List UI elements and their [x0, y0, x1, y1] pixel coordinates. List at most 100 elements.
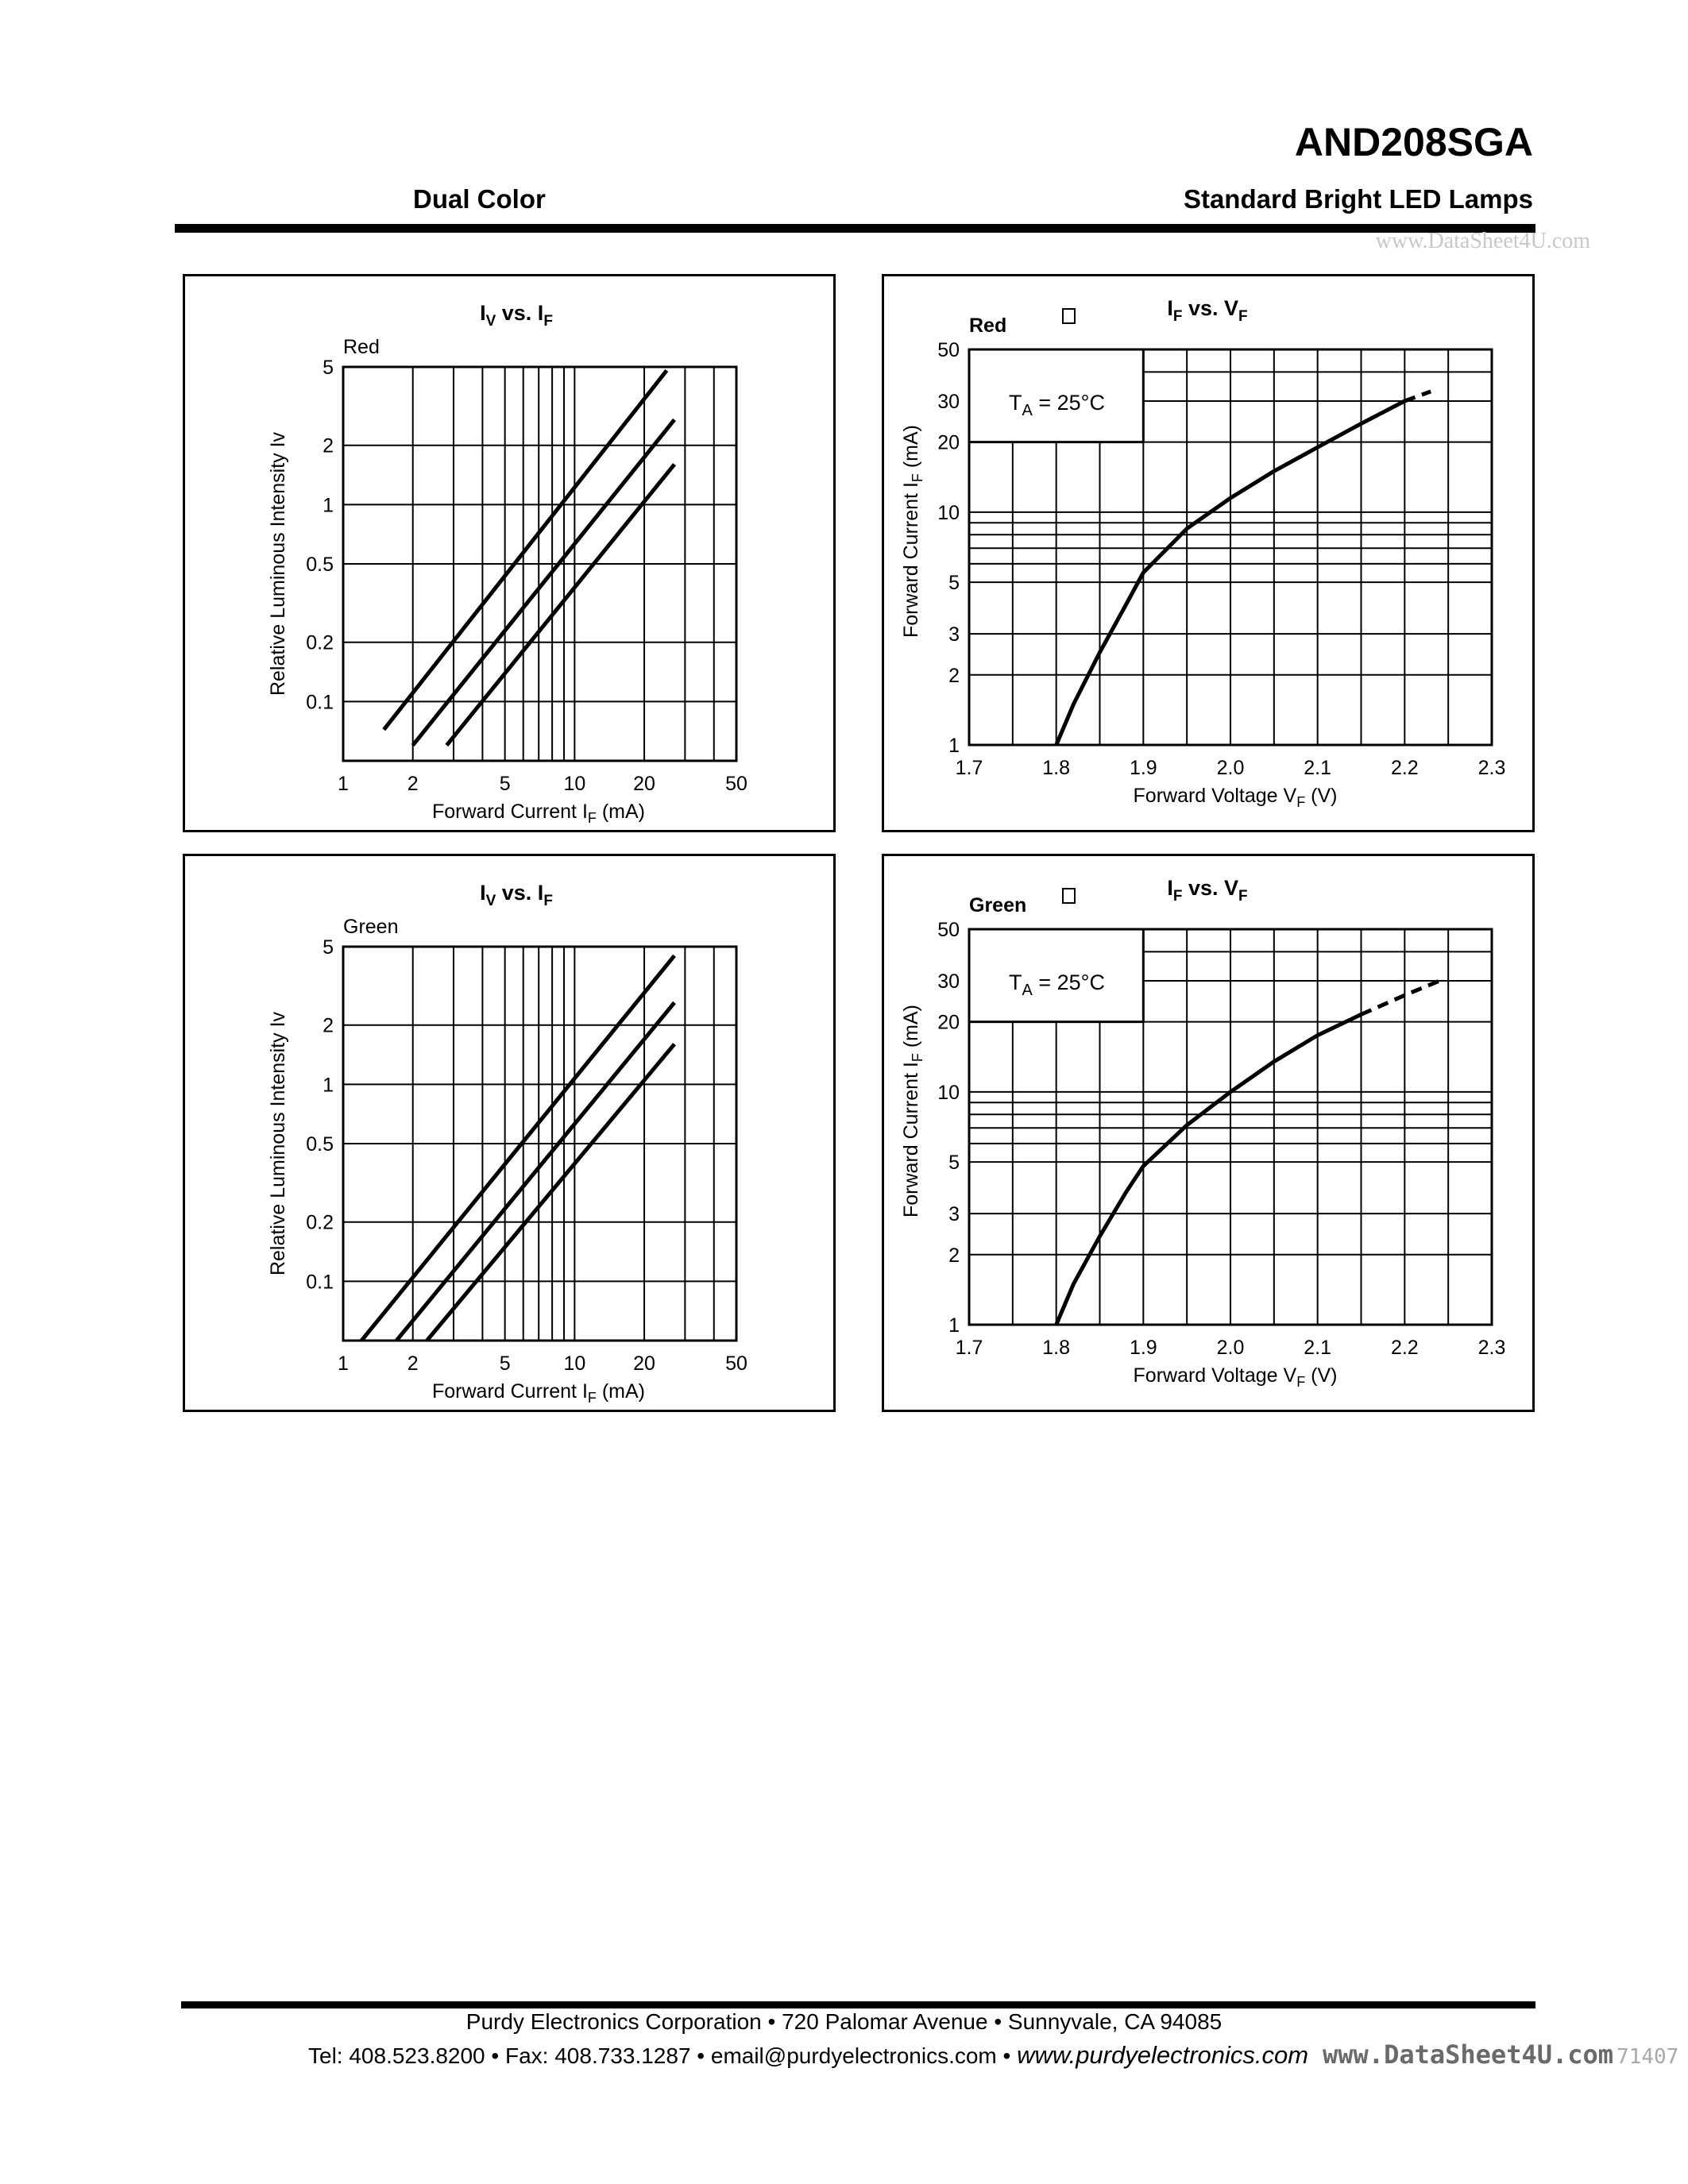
- series-annotation: Red: [343, 336, 380, 358]
- plot-area-border: [968, 928, 1493, 1326]
- x-tick-label: 1.7: [956, 1337, 983, 1359]
- x-tick-label: 2.1: [1304, 757, 1331, 779]
- x-tick-label: 20: [633, 773, 655, 795]
- x-tick-label: 10: [563, 773, 585, 795]
- x-axis-label: Forward Current IF (mA): [432, 801, 645, 826]
- y-tick-label: 3: [948, 623, 960, 646]
- product-line: Standard Bright LED Lamps: [1183, 184, 1533, 214]
- chart-title-subscript: F: [1238, 888, 1248, 905]
- website-link[interactable]: www.purdyelectronics.com: [1017, 2041, 1309, 2069]
- y-tick-label: 10: [937, 1082, 960, 1104]
- chart-title-text: vs. I: [496, 881, 543, 905]
- x-tick-label: 2.2: [1391, 1337, 1419, 1359]
- x-axis-label-text: (mA): [597, 1380, 645, 1403]
- series-annotation: Red: [969, 314, 1006, 337]
- chart-title-subscript: F: [1173, 888, 1183, 905]
- y-axis-label-text: Forward Current I: [900, 1062, 922, 1217]
- chart-title: IF vs. VF: [1167, 296, 1247, 325]
- legend-subscript: A: [1022, 982, 1033, 999]
- plot-area-border: [342, 945, 738, 1342]
- x-tick-label: 1.7: [956, 757, 983, 779]
- x-axis-label-text: Forward Current I: [432, 1380, 588, 1403]
- y-tick-label: 50: [937, 339, 960, 361]
- y-tick-label: 2: [323, 435, 334, 457]
- x-tick-label: 1.8: [1042, 1337, 1070, 1359]
- series-line-2: [1404, 389, 1432, 403]
- x-tick-label: 2.2: [1391, 757, 1419, 779]
- watermark-bottom: www.DataSheet4U.com 71407: [1323, 2039, 1678, 2070]
- y-axis-label: Forward Current IF (mA): [900, 1005, 925, 1217]
- product-category: Dual Color: [413, 184, 546, 214]
- x-tick-label: 2.3: [1478, 757, 1506, 779]
- y-tick-label: 0.2: [306, 632, 334, 654]
- checkbox-glyph-icon: [1062, 888, 1076, 904]
- legend-subscript: A: [1022, 402, 1033, 419]
- chart-title-text: vs. I: [496, 301, 543, 325]
- chart-title: IV vs. IF: [480, 881, 553, 909]
- y-tick-label: 0.1: [306, 1271, 334, 1293]
- x-axis-label-subscript: F: [1296, 794, 1305, 810]
- x-tick-label: 1: [338, 773, 349, 795]
- y-axis-label: Relative Luminous Intensity Iv: [267, 431, 289, 696]
- chart-title-subscript: F: [543, 313, 553, 330]
- chart-title-text: vs. V: [1182, 876, 1238, 900]
- series-line-3: [425, 1043, 676, 1342]
- x-tick-label: 2.1: [1304, 1337, 1331, 1359]
- x-tick-label: 1.9: [1130, 1337, 1157, 1359]
- watermark-bottom-text: www.DataSheet4U.com: [1323, 2039, 1614, 2070]
- y-axis-label-text: (mA): [900, 1005, 922, 1053]
- y-tick-label: 2: [323, 1015, 334, 1037]
- series-line-1: [360, 954, 676, 1342]
- legend-text: = 25°C: [1033, 391, 1105, 415]
- y-tick-label: 0.1: [306, 691, 334, 713]
- series-line-1: [1054, 1013, 1362, 1325]
- series-line-2: [411, 418, 676, 747]
- x-axis-label-text: Forward Voltage V: [1134, 1364, 1297, 1387]
- y-tick-label: 50: [937, 919, 960, 941]
- x-axis-label-text: Forward Current I: [432, 801, 588, 823]
- x-tick-label: 2.0: [1217, 757, 1245, 779]
- x-axis-label-subscript: F: [588, 810, 597, 826]
- chart-frame: [183, 854, 836, 1412]
- legend-text: T: [1009, 391, 1022, 415]
- chart-title-subscript: V: [486, 893, 496, 909]
- chart-if-vs-vf-green: TA = 25°C 1.7 1.8 1.9 2.0 2.1 2.2 2.3 1 2 3 5 10 20 30…: [882, 854, 1535, 1412]
- x-tick-label: 1: [338, 1352, 349, 1375]
- x-tick-label: 1.8: [1042, 757, 1070, 779]
- y-axis-label-text: Forward Current I: [900, 482, 922, 638]
- header-rule: [175, 224, 1535, 233]
- watermark-top: www.DataSheet4U.com: [1375, 229, 1590, 253]
- y-tick-label: 30: [937, 970, 960, 993]
- y-tick-label: 2: [948, 1244, 960, 1267]
- x-axis-label-subscript: F: [1296, 1374, 1305, 1390]
- y-tick-label: 1: [323, 1074, 334, 1096]
- chart-title-text: I: [1167, 296, 1173, 320]
- x-tick-label: 20: [633, 1352, 655, 1375]
- chart-frame: [882, 274, 1535, 832]
- chart-title-subscript: F: [543, 893, 553, 909]
- x-axis-label: Forward Current IF (mA): [432, 1380, 645, 1406]
- chart-title-subscript: V: [486, 313, 496, 330]
- y-axis-label-text: (mA): [900, 425, 922, 473]
- footer-rule: [181, 2001, 1535, 2008]
- x-axis-label: Forward Voltage VF (V): [1134, 785, 1338, 810]
- y-tick-label: 3: [948, 1203, 960, 1225]
- y-tick-label: 1: [948, 1314, 960, 1337]
- plot-area-border: [342, 365, 738, 762]
- legend-ambient-temp: TA = 25°C: [1009, 970, 1105, 999]
- y-tick-label: 2: [948, 665, 960, 687]
- series-line-3: [445, 463, 676, 747]
- x-axis-label-text: (V): [1305, 1364, 1337, 1387]
- chart-title-text: I: [480, 301, 486, 325]
- x-tick-label: 1.9: [1130, 757, 1157, 779]
- series-annotation: Green: [343, 916, 398, 938]
- chart-title-subscript: F: [1238, 308, 1248, 325]
- x-tick-label: 2.3: [1478, 1337, 1506, 1359]
- legend-box: [968, 348, 1145, 444]
- y-axis-label: Forward Current IF (mA): [900, 425, 925, 638]
- chart-title-text: I: [1167, 876, 1173, 900]
- y-axis-label-subscript: F: [910, 1053, 925, 1062]
- grid-lines: [343, 947, 736, 1341]
